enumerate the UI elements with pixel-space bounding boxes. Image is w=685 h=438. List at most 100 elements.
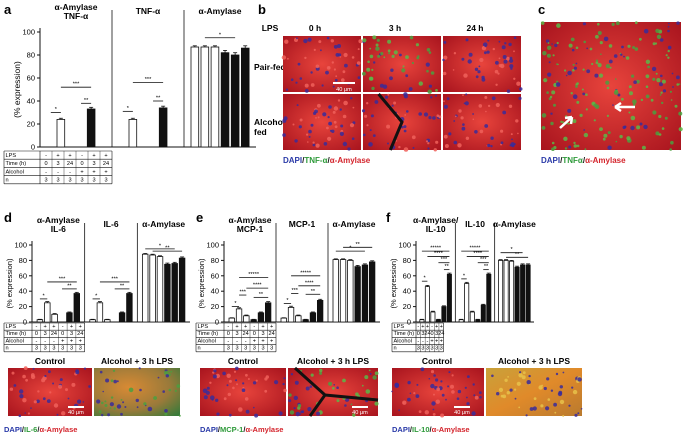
micrograph-cell [244,397,249,401]
arrow-left [559,115,574,129]
micrograph-cell [631,74,635,78]
micrograph-cell [560,120,563,124]
table-cell: - [427,338,429,344]
micrograph-cell [395,140,398,142]
micrograph-cell [409,392,412,395]
significance-label: *** [441,257,448,263]
micrograph-cell [30,407,32,409]
micrograph-cell [389,76,393,81]
bar [514,266,520,323]
micrograph-cell [326,66,331,70]
micrograph-cell [479,57,484,63]
micrograph-cell [371,68,374,71]
micrograph-cell [264,377,268,381]
table-cell: + [435,338,438,344]
micrograph-cell [597,63,602,68]
micrograph-cell [342,141,348,147]
micrograph-cell [215,398,219,402]
legend-part: / [583,156,586,165]
micrograph-cell [406,110,409,113]
table-row-label: n [6,178,9,184]
legend-part: IL-6 [24,425,37,434]
arrow-right [614,101,635,113]
micrograph-cell [599,41,603,45]
micrograph-b-alc-24h [443,93,522,150]
micrograph-cell [75,370,80,375]
micrograph-cell [416,56,420,60]
bar [419,319,425,323]
micrograph-cell [105,378,110,383]
micrograph-cell [372,375,377,380]
micrograph-cell [350,97,353,100]
micrograph-cell [494,69,499,74]
micrograph-cell [112,369,116,372]
bar [475,319,481,323]
micrograph-cell [518,96,522,100]
bar [220,52,230,148]
micrograph-cell [99,370,103,374]
table-cell: + [270,338,273,344]
micrograph-cell [453,52,457,55]
micrograph-cell [122,401,125,404]
micrograph-cell [319,368,323,373]
table-cell: + [421,324,424,330]
micrograph-cell [310,83,315,87]
micrograph-cell [442,71,447,76]
micrograph-cell [170,370,173,373]
significance-label: ***** [300,270,312,276]
table-cell: - [422,338,424,344]
micrograph-cell [542,51,547,56]
panel-label-d: d [4,210,12,225]
micrograph-cell [164,409,168,413]
micrograph-cell [339,131,344,136]
significance-label: * [95,293,98,299]
micrograph-cell [393,101,397,105]
micrograph-cell [391,390,393,393]
micrograph-cell [430,383,435,389]
micrograph-cell [667,56,670,59]
table-cell: 3 [253,346,256,352]
micrograph-cell [514,397,517,400]
micrograph-cell [342,70,346,74]
micrograph-cell [472,118,475,121]
micrograph-cell [27,412,30,415]
micrograph-cell [650,98,654,102]
micrograph-cell [235,379,238,382]
micrograph-cell [526,380,531,385]
micrograph-cell [369,47,372,50]
y-tick-label: 20 [403,302,411,311]
micrograph-cell [387,39,392,44]
micrograph-cell [403,92,408,97]
bar [503,259,509,323]
micrograph-cell [529,407,534,411]
image-label-control: Control [422,356,452,366]
micrograph-cell [559,399,565,405]
micrograph-cell [312,143,316,147]
micrograph-cell [608,59,613,64]
table-row-label: Time (h) [6,161,27,167]
micrograph-cell [110,379,114,383]
micrograph-cell [572,63,575,66]
micrograph-cell [355,392,359,397]
micrograph-cell [613,54,618,58]
legend-part: / [302,156,305,165]
bar [158,107,168,148]
micrograph-cell [660,74,663,78]
micrograph-cell [116,404,122,409]
micrograph-cell [636,125,641,130]
bar [480,304,486,323]
table-cell: - [44,338,46,344]
micrograph-cell [113,379,117,384]
table-cell: 3 [70,331,73,337]
y-tick-label: 100 [206,241,219,250]
micrograph-cell [484,45,487,48]
bar [156,256,164,323]
significance-label: * [42,293,45,299]
panel-f-chart: 0 20 40 60 80 100(% expression) α-Amylase/IL-1… [389,215,536,353]
bar [240,47,250,148]
micrograph-cell [427,89,432,94]
legend-part: DAPI [541,156,560,165]
bar [509,260,515,323]
micrograph-cell [165,374,169,378]
significance-label: * [234,301,237,307]
